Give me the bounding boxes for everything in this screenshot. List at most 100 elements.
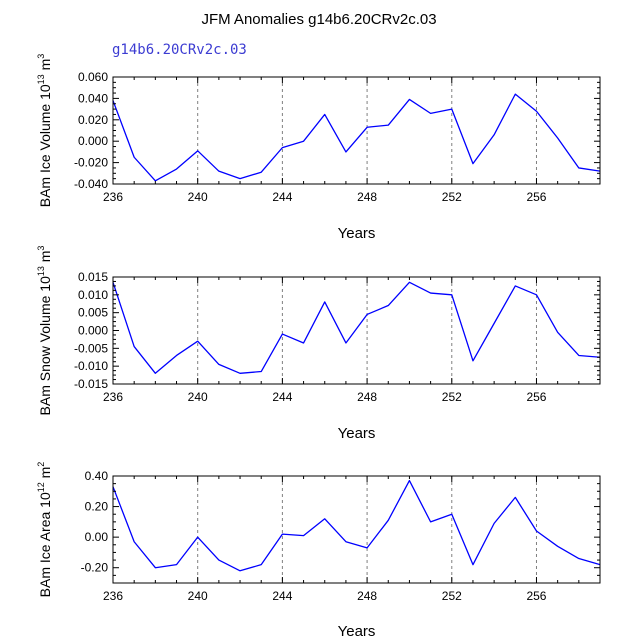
data-point-239 — [175, 168, 177, 170]
y-axis-label: BAm Ice Area 1012 m2 — [36, 462, 53, 598]
x-tick-label-236: 236 — [103, 190, 123, 204]
y-axis-label-text: m — [37, 467, 53, 483]
y-tick-label-0.060: 0.060 — [78, 70, 108, 84]
data-point-254 — [493, 134, 495, 136]
data-point-243 — [260, 563, 262, 565]
data-point-241 — [218, 363, 220, 365]
data-point-244 — [281, 533, 283, 535]
data-point-242 — [239, 177, 241, 179]
x-tick-label-248: 248 — [357, 190, 377, 204]
data-point-240 — [196, 340, 198, 342]
y-tick-label-0.000: 0.000 — [78, 134, 108, 148]
data-point-237 — [133, 156, 135, 158]
y-tick-label-0.015: 0.015 — [78, 270, 108, 284]
x-tick-label-256: 256 — [526, 190, 546, 204]
x-tick-label-240: 240 — [188, 589, 208, 603]
y-tick-label-0.020: 0.020 — [78, 113, 108, 127]
y-axis-label-superscript: 12 — [36, 482, 46, 492]
data-point-249 — [387, 124, 389, 126]
data-point-255 — [514, 285, 516, 287]
data-point-237 — [133, 541, 135, 543]
x-tick-label-256: 256 — [526, 390, 546, 404]
data-point-246 — [324, 518, 326, 520]
data-point-258 — [578, 557, 580, 559]
data-point-244 — [281, 146, 283, 148]
y-tick-label--0.010: -0.010 — [74, 359, 108, 373]
y-tick-label--0.20: -0.20 — [81, 561, 109, 575]
data-point-237 — [133, 345, 135, 347]
data-point-256 — [535, 530, 537, 532]
data-point-245 — [302, 140, 304, 142]
data-point-240 — [196, 536, 198, 538]
data-point-245 — [302, 534, 304, 536]
data-point-253 — [472, 360, 474, 362]
y-axis-label: BAm Ice Volume 1013 m3 — [36, 54, 53, 208]
x-tick-label-244: 244 — [272, 190, 292, 204]
x-tick-label-252: 252 — [442, 190, 462, 204]
data-point-248 — [366, 313, 368, 315]
panels: 236 240 244 248 252 256 -0.040 -0.020 0.000 0.020… — [36, 54, 601, 638]
x-tick-label-248: 248 — [357, 390, 377, 404]
data-point-248 — [366, 126, 368, 128]
plot-frame — [112, 475, 601, 584]
panel-ice-area: 236 240 244 248 252 256 -0.20 0.00 0.20 0.40 Years… — [36, 462, 601, 638]
data-point-248 — [366, 547, 368, 549]
x-tick-label-240: 240 — [188, 390, 208, 404]
x-axis-label: Years — [338, 425, 376, 442]
panel-snow-volume: 236 240 244 248 252 256 -0.015 -0.010 -0.005 0.00… — [36, 246, 601, 442]
y-tick-label--0.005: -0.005 — [74, 341, 108, 355]
data-point-245 — [302, 342, 304, 344]
data-point-250 — [408, 479, 410, 481]
data-point-250 — [408, 281, 410, 283]
x-tick-label-252: 252 — [442, 390, 462, 404]
data-point-257 — [556, 331, 558, 333]
data-point-243 — [260, 370, 262, 372]
y-axis-label-text: BAm Snow Volume 10 — [37, 276, 53, 416]
data-point-241 — [218, 559, 220, 561]
data-point-253 — [472, 162, 474, 164]
data-point-238 — [154, 567, 156, 569]
data-point-243 — [260, 171, 262, 173]
x-tick-label-252: 252 — [442, 589, 462, 603]
y-axis-label-superscript: 3 — [36, 54, 46, 59]
data-point-254 — [493, 322, 495, 324]
panel-ice-volume: 236 240 244 248 252 256 -0.040 -0.020 0.000 0.020… — [36, 54, 601, 242]
data-point-247 — [345, 342, 347, 344]
data-point-251 — [429, 521, 431, 523]
y-axis-label-superscript: 2 — [36, 462, 46, 467]
data-point-255 — [514, 496, 516, 498]
data-point-242 — [239, 570, 241, 572]
chart-subtitle: g14b6.20CRv2c.03 — [112, 42, 247, 58]
plot-frame — [112, 76, 601, 185]
series-line-snow-volume — [112, 281, 601, 374]
x-axis-label: Years — [338, 623, 376, 638]
y-axis-label-text: m — [37, 59, 53, 75]
data-point-246 — [324, 113, 326, 115]
y-tick-label--0.015: -0.015 — [74, 377, 108, 391]
y-axis-label-superscript: 13 — [36, 266, 46, 276]
data-point-253 — [472, 563, 474, 565]
series-line-ice-volume — [112, 93, 601, 182]
data-point-255 — [514, 93, 516, 95]
y-tick-label-0.20: 0.20 — [85, 500, 109, 514]
y-axis-label-text: BAm Ice Volume 10 — [37, 84, 53, 207]
data-point-247 — [345, 151, 347, 153]
data-point-249 — [387, 304, 389, 306]
data-point-241 — [218, 170, 220, 172]
y-tick-label--0.040: -0.040 — [74, 177, 108, 191]
y-axis-label-text: m — [37, 251, 53, 267]
data-point-257 — [556, 137, 558, 139]
y-tick-label--0.020: -0.020 — [74, 156, 108, 170]
data-point-256 — [535, 110, 537, 112]
data-point-251 — [429, 112, 431, 114]
x-tick-label-240: 240 — [188, 190, 208, 204]
data-point-247 — [345, 541, 347, 543]
data-point-257 — [556, 545, 558, 547]
y-tick-label-0.040: 0.040 — [78, 91, 108, 105]
y-tick-label-0.40: 0.40 — [85, 469, 109, 483]
x-tick-label-248: 248 — [357, 589, 377, 603]
x-axis-label: Years — [338, 225, 376, 242]
x-tick-label-244: 244 — [272, 589, 292, 603]
data-point-250 — [408, 98, 410, 100]
